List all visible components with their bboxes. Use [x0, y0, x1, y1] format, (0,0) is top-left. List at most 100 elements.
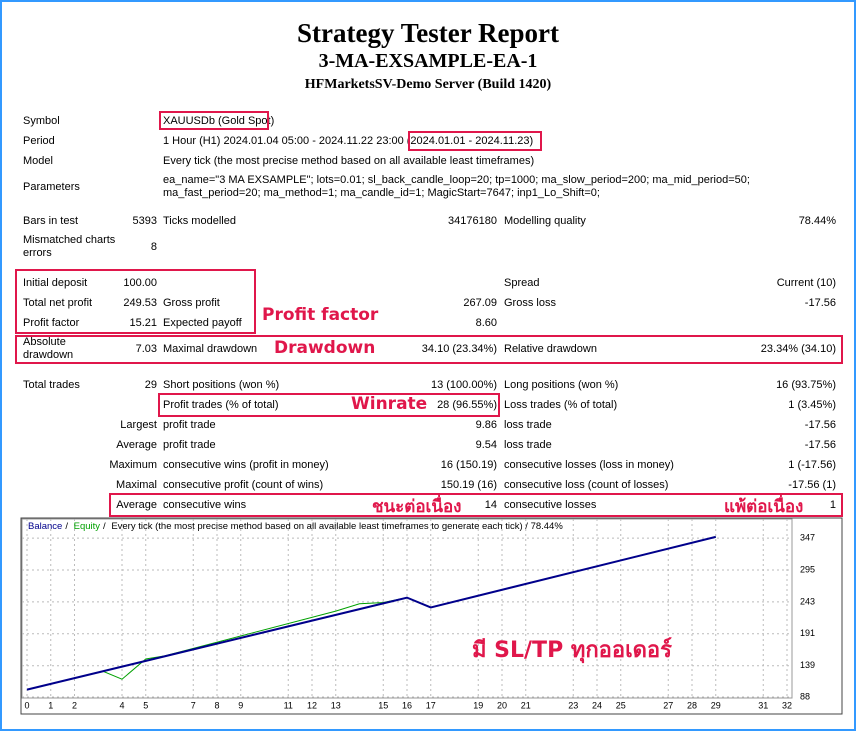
metric-value: Current (10)	[776, 276, 836, 289]
metric-value: -17.56	[804, 296, 836, 309]
metric-label: Mismatched charts errors	[23, 234, 116, 259]
chart-subtitle: Every tick (the most precise method base…	[111, 521, 563, 532]
setting-value: Every tick (the most precise method base…	[163, 154, 535, 167]
metric-label: Bars in test	[23, 214, 79, 227]
x-tick-label: 32	[782, 700, 792, 710]
x-tick-label: 13	[331, 700, 341, 710]
metric-value: 34176180	[448, 214, 497, 227]
annotation: แพ้ต่อเนื่อง	[724, 497, 804, 517]
metric-value: 5393	[132, 214, 157, 227]
metric-label: Profit factor	[23, 316, 80, 329]
metric-value: 29	[144, 378, 157, 391]
metric-value: 100.00	[123, 276, 157, 289]
metric-value: 14	[484, 498, 497, 511]
metric-value: 16 (93.75%)	[776, 378, 836, 391]
x-tick-label: 24	[592, 700, 602, 710]
metric-value: 7.03	[135, 342, 157, 355]
metric-label: Gross loss	[504, 296, 556, 309]
metric-label: Profit trades (% of total)	[163, 398, 279, 411]
x-tick-label: 29	[711, 700, 721, 710]
x-tick-label: 15	[378, 700, 388, 710]
metric-label: Modelling quality	[504, 214, 586, 227]
x-tick-label: 12	[307, 700, 317, 710]
metric-value: 9.86	[475, 418, 497, 431]
metric-label: consecutive losses (loss in money)	[504, 458, 674, 471]
metric-value: 150.19 (16)	[440, 478, 497, 491]
highlight-box	[109, 493, 843, 517]
metric-label: profit trade	[163, 418, 216, 431]
metric-value: 8	[150, 240, 157, 253]
x-tick-label: 5	[143, 700, 148, 710]
annotation: Winrate	[351, 394, 428, 414]
metric-label: Relative drawdown	[504, 342, 597, 355]
metric-label: Spread	[504, 276, 540, 289]
x-tick-label: 20	[497, 700, 507, 710]
x-tick-label: 16	[402, 700, 412, 710]
chart-annotation: มี SL/TP ทุกออเดอร์	[472, 638, 672, 663]
metric-label: Ticks modelled	[163, 214, 236, 227]
annotation: Profit factor	[262, 305, 379, 325]
server-name: HFMarketsSV-Demo Server (Build 1420)	[304, 77, 552, 92]
metric-value: 267.09	[463, 296, 497, 309]
separator: /	[65, 521, 68, 532]
metric-value: Maximal	[116, 478, 157, 491]
metric-label: consecutive loss (count of losses)	[504, 478, 669, 491]
report-subtitle: 3-MA-EXSAMPLE-EA-1	[318, 50, 538, 72]
metric-label: loss trade	[504, 438, 552, 451]
y-tick-label: 347	[800, 532, 815, 542]
metric-value: 34.10 (23.34%)	[421, 342, 497, 355]
metric-value: 78.44%	[798, 214, 836, 227]
metric-label: Gross profit	[163, 296, 220, 309]
highlight-box	[159, 111, 269, 130]
metric-label: Maximal drawdown	[163, 342, 258, 355]
x-tick-label: 31	[758, 700, 768, 710]
x-tick-label: 23	[568, 700, 578, 710]
setting-value: 1 Hour (H1) 2024.01.04 05:00 - 2024.11.2…	[163, 134, 534, 147]
setting-label: Period	[23, 134, 55, 147]
metric-value: 9.54	[475, 438, 497, 451]
metric-value: 28 (96.55%)	[437, 398, 497, 411]
metric-value: Average	[116, 438, 157, 451]
metric-value: 1	[829, 498, 836, 511]
metric-label: consecutive wins	[163, 498, 247, 511]
metric-value: 13 (100.00%)	[430, 378, 497, 391]
metric-value: -17.56 (1)	[788, 478, 836, 491]
x-tick-label: 4	[119, 700, 124, 710]
metric-value: 1 (-17.56)	[788, 458, 836, 471]
x-tick-label: 7	[191, 700, 196, 710]
x-tick-label: 19	[473, 700, 483, 710]
x-tick-label: 0	[24, 700, 29, 710]
metric-label: Total trades	[23, 378, 80, 391]
metric-value: 23.34% (34.10)	[760, 342, 836, 355]
chart-frame	[20, 517, 843, 715]
metric-value: 16 (150.19)	[440, 458, 497, 471]
chart-legend: Balance / Equity / Every tick (the most pr…	[28, 521, 566, 532]
x-tick-label: 25	[616, 700, 626, 710]
legend-entry: Balance	[28, 521, 63, 532]
report-title: Strategy Tester Report	[297, 18, 559, 48]
y-tick-label: 191	[800, 628, 815, 638]
metric-label: profit trade	[163, 438, 216, 451]
metric-value: Largest	[120, 418, 157, 431]
y-tick-label: 243	[800, 596, 815, 606]
metric-label: consecutive wins (profit in money)	[163, 458, 329, 471]
x-tick-label: 28	[687, 700, 697, 710]
metric-label: Expected payoff	[163, 316, 242, 329]
x-tick-label: 17	[426, 700, 436, 710]
metric-value: 15.21	[129, 316, 157, 329]
metric-label: loss trade	[504, 418, 552, 431]
metric-label: Loss trades (% of total)	[504, 398, 618, 411]
highlight-box	[15, 269, 256, 334]
metric-label: Initial deposit	[23, 276, 88, 289]
highlight-box	[158, 393, 500, 417]
highlight-box	[15, 335, 843, 364]
setting-note: (2024.01.01 - 2024.11.23)	[406, 134, 534, 147]
setting-label: Parameters	[23, 180, 80, 193]
y-tick-label: 295	[800, 564, 815, 574]
x-tick-label: 8	[214, 700, 219, 710]
y-tick-label: 139	[800, 660, 815, 670]
x-tick-label: 2	[72, 700, 77, 710]
setting-label: Symbol	[23, 114, 60, 127]
